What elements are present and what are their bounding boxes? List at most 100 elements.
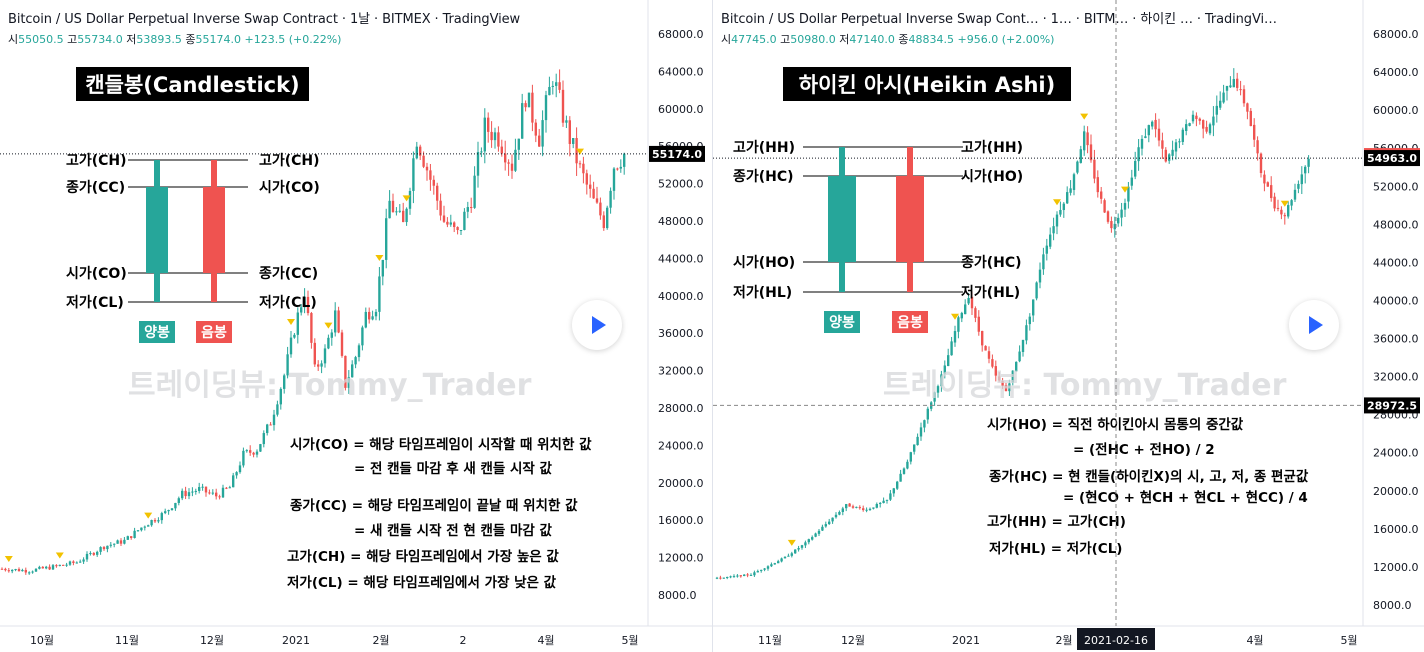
candlestick-chart[interactable]: 8000.0 12000.0 16000.0 20000.0 24000.0 28000.…	[0, 0, 712, 652]
definition-note: = 전 캔들 마감 후 새 캔들 시작 값	[354, 460, 553, 477]
candle-body	[340, 332, 344, 356]
candle-body	[82, 559, 85, 562]
candle-body	[378, 276, 381, 312]
legend-label: 저가(HL)	[733, 285, 792, 301]
legend-label: 종가(HC)	[961, 255, 1022, 271]
legend-label: 고가(HH)	[733, 140, 795, 156]
candle-body	[1208, 124, 1212, 134]
price-tag	[649, 145, 705, 162]
candle-body	[218, 496, 221, 498]
candle-body	[940, 374, 943, 387]
candle-body	[395, 211, 398, 213]
play-icon[interactable]	[572, 300, 622, 350]
candle-body	[555, 82, 558, 86]
candle-body	[405, 208, 408, 223]
candle-body	[252, 452, 255, 455]
price-tick-label: 64000.0	[658, 65, 704, 78]
candle-body	[187, 492, 191, 497]
candle-body	[1008, 383, 1011, 392]
candle-body	[722, 577, 725, 579]
candle-body	[1287, 205, 1290, 217]
candle-body	[262, 433, 265, 445]
candle-body	[398, 210, 401, 212]
candle-body	[780, 558, 783, 562]
candle-body	[303, 296, 306, 308]
candle-body	[1038, 269, 1042, 283]
candle-body	[719, 577, 722, 579]
candle-body	[1202, 120, 1205, 129]
price-tick-label: 60000.0	[658, 103, 704, 116]
candle-body	[1212, 116, 1215, 126]
candle-body	[967, 298, 970, 304]
candle-body	[568, 120, 571, 144]
candle-body	[259, 444, 262, 452]
candle-body	[143, 526, 146, 528]
candle-body	[456, 227, 459, 231]
heikin-ashi-panel[interactable]: 8000.0 12000.0 16000.0 20000.0 24000.0 28000.…	[712, 0, 1424, 652]
candle-body	[1191, 114, 1195, 122]
candle-body	[1280, 209, 1283, 215]
candle-body	[1093, 159, 1096, 179]
candle-body	[381, 259, 384, 277]
price-tick-label: 40000.0	[658, 290, 704, 303]
candle-body	[344, 355, 347, 388]
candle-body	[385, 218, 388, 260]
heikin-ashi-chart[interactable]: 8000.012000.016000.020000.024000.028000.…	[713, 0, 1424, 652]
signal-marker-icon	[1053, 199, 1061, 206]
ohlc-readout: 시55050.5 고55734.0 저53893.5 종55174.0 +123…	[8, 33, 342, 46]
candle-body	[470, 207, 473, 209]
time-tick-label: 5월	[621, 634, 638, 647]
candle-body	[459, 229, 463, 231]
time-tick-label: 4월	[1246, 634, 1263, 647]
candle-body	[133, 530, 136, 538]
candle-body	[1300, 174, 1303, 185]
up-badge-label: 양봉	[144, 325, 170, 341]
candle-body	[756, 571, 759, 573]
candle-body	[606, 207, 609, 229]
candle-body	[868, 508, 872, 511]
signal-marker-icon	[55, 552, 64, 559]
candle-body	[814, 533, 817, 537]
candle-body	[865, 509, 868, 511]
candle-body	[361, 327, 364, 346]
candle-body	[330, 332, 333, 338]
candle-body	[55, 565, 58, 567]
candle-body	[558, 82, 561, 90]
candle-body	[113, 543, 116, 545]
candlestick-panel[interactable]: 8000.0 12000.0 16000.0 20000.0 24000.0 28000.…	[0, 0, 712, 652]
signal-marker-icon	[375, 255, 384, 262]
candle-body	[838, 511, 841, 515]
candle-body	[565, 120, 568, 123]
candle-body	[1181, 129, 1184, 142]
candle-body	[909, 452, 912, 462]
candle-body	[1297, 183, 1300, 189]
candle-body	[899, 473, 902, 482]
candle-body	[415, 146, 418, 159]
candle-body	[320, 363, 323, 367]
definition-note: = (현CO + 현CH + 현CL + 현CC) / 4	[1063, 490, 1308, 506]
candle-body	[96, 551, 99, 555]
play-icon[interactable]	[1289, 300, 1339, 350]
candle-body	[746, 574, 749, 576]
candle-body	[1127, 186, 1130, 202]
candle-body	[232, 475, 235, 488]
candle-body	[851, 506, 855, 508]
candle-body	[181, 490, 184, 499]
candle-body	[578, 163, 582, 165]
time-tick-label: 10월	[30, 634, 54, 647]
time-tick-label: 2월	[372, 634, 389, 647]
candle-body	[947, 355, 950, 367]
candle-body	[1157, 128, 1161, 141]
candle-body	[715, 577, 719, 579]
candle-body	[875, 504, 878, 508]
candle-body	[153, 519, 157, 522]
candle-body	[896, 481, 899, 489]
candle-body	[726, 576, 729, 578]
candle-body	[436, 185, 439, 201]
candle-body	[729, 576, 732, 578]
signal-marker-icon	[576, 148, 584, 155]
candle-body	[964, 304, 967, 315]
candle-body	[531, 92, 534, 123]
candle-body	[242, 450, 245, 466]
candle-body	[72, 561, 75, 563]
